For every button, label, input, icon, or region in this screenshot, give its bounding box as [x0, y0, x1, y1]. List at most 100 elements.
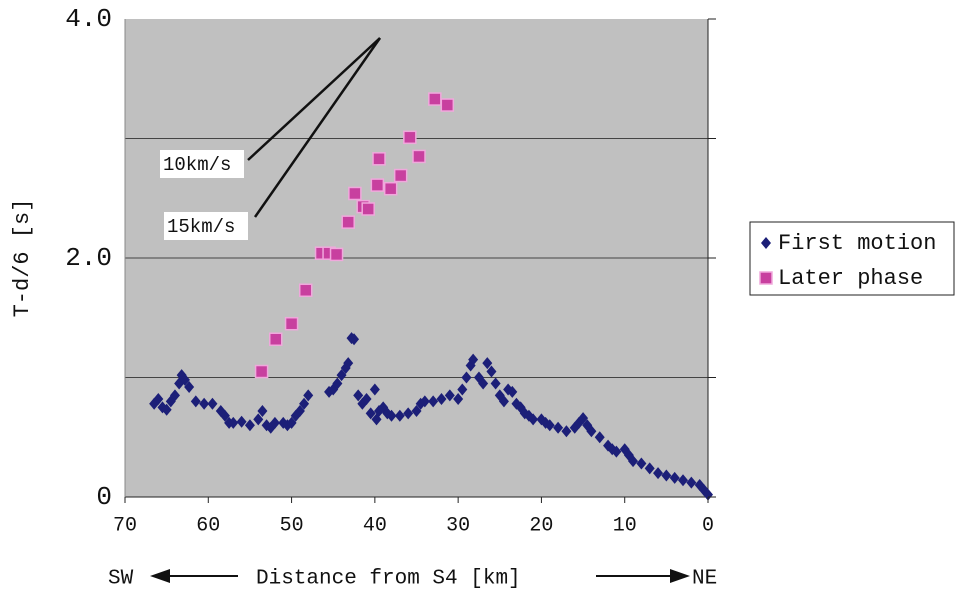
square-marker [393, 168, 408, 183]
x-tick-label: 20 [529, 514, 553, 537]
diamond-marker [386, 409, 397, 422]
diamond-marker [498, 395, 509, 408]
square-marker [284, 316, 299, 331]
square-marker [341, 215, 355, 229]
diamond-marker [303, 389, 314, 402]
square-marker [412, 149, 426, 164]
diamond-marker [228, 416, 239, 429]
square-marker [348, 186, 362, 201]
diamond-marker [403, 407, 414, 420]
x-axis-label: Distance from S4 [km] [256, 568, 521, 590]
square-marker [298, 283, 313, 298]
y-axis-label: T-d/6 [s] [10, 199, 35, 318]
diamond-marker [332, 377, 343, 390]
legend-entries: First motion Later phase [759, 231, 936, 291]
diamond-marker [669, 471, 680, 484]
diamond-marker [586, 425, 597, 438]
diamond-marker [661, 469, 672, 482]
direction-label: NE [692, 568, 717, 590]
diamond-marker [644, 462, 655, 475]
square-marker [440, 98, 455, 112]
diamond-marker [419, 395, 430, 408]
x-tick-label: 0 [702, 514, 714, 537]
diamond-marker [207, 397, 218, 410]
diamond-marker [436, 393, 447, 406]
diamond-marker [236, 415, 247, 428]
diamond-marker [199, 397, 210, 410]
velocity-line [253, 37, 382, 218]
square-marker [403, 130, 417, 145]
diamond-marker [478, 377, 489, 390]
diamond-marker [468, 353, 479, 366]
diamond-marker [678, 474, 689, 487]
legend-label: First motion [778, 231, 936, 256]
square-marker [329, 247, 344, 262]
legend-marker [761, 237, 771, 249]
diamond-marker [482, 357, 493, 370]
arrowhead [150, 569, 170, 583]
square-marker [361, 202, 375, 216]
diamond-marker [594, 431, 605, 444]
diamond-marker [269, 416, 280, 429]
diamond-marker [179, 373, 190, 386]
arrowhead [670, 569, 690, 583]
diamond-marker [453, 393, 464, 406]
x-tick-label: 10 [613, 514, 637, 537]
diamond-marker [561, 425, 572, 438]
diamond-marker [343, 357, 354, 370]
diamond-marker [428, 395, 439, 408]
marks [149, 92, 713, 501]
annotation: 15km/s [167, 216, 235, 238]
x-tick-label: 60 [196, 514, 220, 537]
square-marker [268, 332, 283, 347]
annotation-box [160, 150, 244, 178]
diamond-marker [411, 404, 422, 417]
x-tick-label: 70 [113, 514, 137, 537]
diamond-marker [336, 369, 347, 382]
diamond-marker [461, 371, 472, 384]
diamond-marker [253, 413, 264, 426]
annotation: 10km/s [163, 154, 231, 176]
diamond-marker [169, 389, 180, 402]
diamond-marker [444, 389, 455, 402]
diamond-marker [286, 416, 297, 429]
y-tick-label: 4.0 [65, 4, 112, 34]
legend-label: Later phase [778, 266, 923, 291]
diamond-marker [190, 395, 201, 408]
velocity-line [247, 37, 381, 161]
square-marker [383, 181, 398, 196]
diamond-marker [349, 333, 360, 346]
diamond-marker [244, 419, 255, 432]
diamond-marker [369, 383, 380, 396]
diamond-marker [528, 413, 539, 426]
diamond-marker [507, 385, 518, 398]
diamond-marker [490, 377, 501, 390]
diamond-marker [161, 403, 172, 416]
legend [749, 221, 955, 296]
square-marker [372, 152, 386, 166]
diamond-marker [486, 365, 497, 378]
diamond-marker [686, 476, 697, 489]
x-tick-label: 40 [363, 514, 387, 537]
diamond-marker [653, 467, 664, 480]
x-tick-label: 30 [446, 514, 470, 537]
square-marker [428, 92, 442, 106]
square-marker [370, 178, 385, 192]
diamond-marker [553, 421, 564, 434]
y-tick-label: 2.0 [65, 243, 112, 273]
y-tick-label: 0 [96, 482, 112, 512]
diamond-marker [611, 445, 622, 458]
diamond-marker [703, 488, 713, 501]
diamond-marker [628, 455, 639, 468]
square-marker [254, 364, 269, 379]
diamond-marker [457, 383, 468, 396]
annotation-box [164, 212, 248, 240]
diamond-marker [184, 381, 195, 394]
diamond-marker [353, 389, 364, 402]
diamond-marker [365, 407, 376, 420]
diamond-marker [578, 412, 589, 425]
diamond-marker [636, 457, 647, 470]
diamond-marker [394, 409, 405, 422]
x-tick-label: 50 [280, 514, 304, 537]
